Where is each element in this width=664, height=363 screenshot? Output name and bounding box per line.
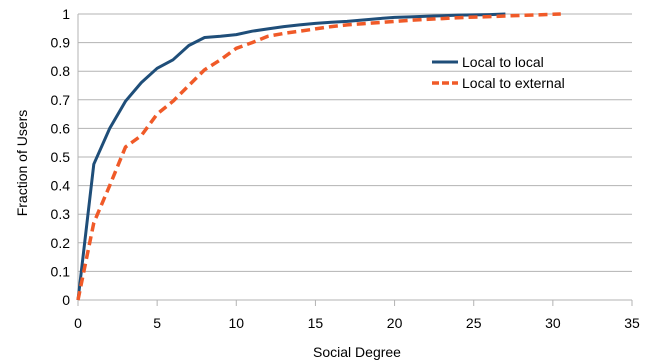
series-lines bbox=[76, 12, 561, 301]
axes bbox=[77, 14, 633, 306]
legend-label-local-to-local: Local to local bbox=[462, 54, 544, 70]
x-axis-title: Social Degree bbox=[313, 344, 401, 360]
y-tick-label: 1 bbox=[62, 6, 70, 22]
series-line-local-to-local bbox=[76, 12, 506, 301]
x-tick-label: 30 bbox=[545, 315, 561, 331]
y-tick-label: 0.4 bbox=[51, 178, 71, 194]
legend-label-local-to-external: Local to external bbox=[462, 75, 565, 91]
x-tick-label: 0 bbox=[74, 315, 82, 331]
legend: Local to local Local to external bbox=[432, 54, 565, 91]
y-tick-label: 0 bbox=[62, 292, 70, 308]
x-tick-label: 35 bbox=[624, 315, 640, 331]
x-tick-label: 15 bbox=[308, 315, 324, 331]
y-tick-label: 0.6 bbox=[51, 120, 71, 136]
y-tick-label: 0.1 bbox=[51, 263, 71, 279]
y-tick-labels: 0 0.1 0.2 0.3 0.4 0.5 0.6 0.7 0.8 0.9 1 bbox=[51, 6, 71, 308]
y-tick-label: 0.9 bbox=[51, 35, 71, 51]
series-line-local-to-external bbox=[76, 12, 561, 301]
x-tick-label: 25 bbox=[466, 315, 482, 331]
grid-lines bbox=[78, 13, 632, 272]
y-tick-label: 0.8 bbox=[51, 63, 71, 79]
x-tick-label: 20 bbox=[387, 315, 403, 331]
y-tick-label: 0.7 bbox=[51, 92, 71, 108]
y-tick-label: 0.2 bbox=[51, 235, 71, 251]
y-tick-label: 0.5 bbox=[51, 149, 71, 165]
y-tick-label: 0.3 bbox=[51, 206, 71, 222]
y-axis-title: Fraction of Users bbox=[14, 110, 30, 217]
x-tick-label: 5 bbox=[153, 315, 161, 331]
x-tick-label: 10 bbox=[228, 315, 244, 331]
x-tick-labels: 0 5 10 15 20 25 30 35 bbox=[74, 315, 640, 331]
